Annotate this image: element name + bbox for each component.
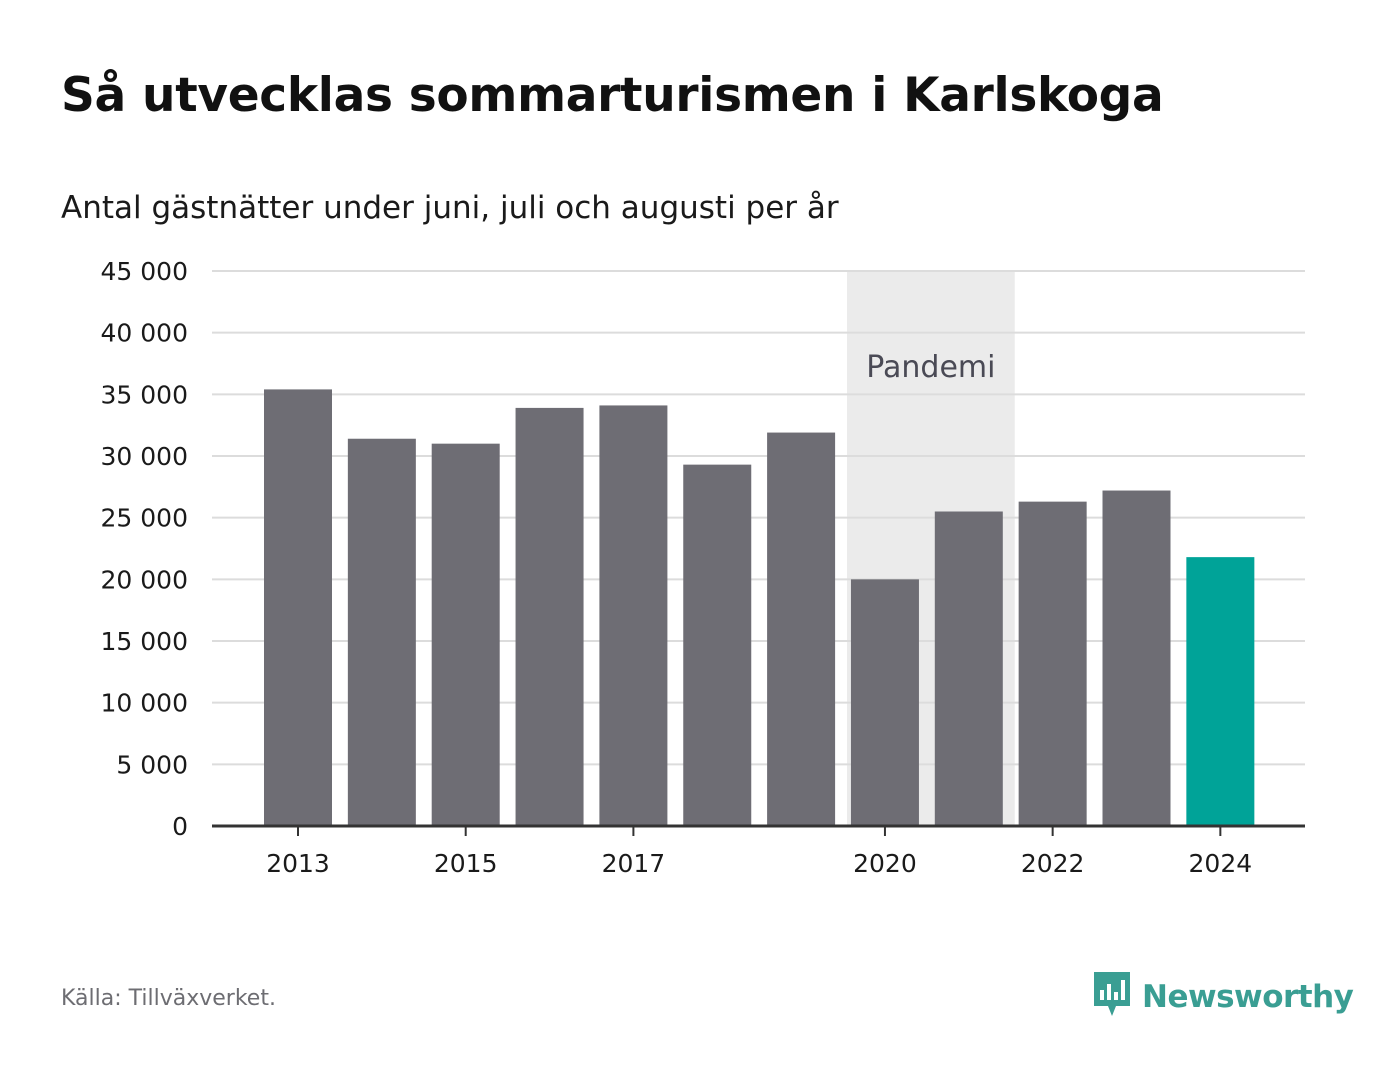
- newsworthy-logo-icon: [1092, 970, 1132, 1024]
- y-tick-label: 45 000: [101, 257, 188, 286]
- bar-2017: [599, 405, 668, 826]
- y-tick-label: 40 000: [101, 319, 188, 348]
- annotation-label: Pandemi: [866, 350, 995, 385]
- bar-2021: [934, 511, 1003, 826]
- chart-title: Så utvecklas sommarturismen i Karlskoga: [61, 68, 1164, 123]
- y-tick-label: 35 000: [101, 380, 188, 409]
- brand-name: Newsworthy: [1142, 979, 1354, 1015]
- x-tick-label: 2022: [1021, 849, 1085, 878]
- y-tick-label: 15 000: [101, 627, 188, 656]
- brand-logo[interactable]: Newsworthy: [1092, 970, 1354, 1024]
- source-note: Källa: Tillväxverket.: [61, 986, 276, 1011]
- axes: 0 5 000 10 000 15 000 20 000 25 000 30 000 35 0…: [101, 257, 1305, 878]
- bar-2015: [431, 443, 500, 826]
- y-tick-label: 10 000: [101, 689, 188, 718]
- x-tick-label: 2017: [602, 849, 666, 878]
- chart-subtitle: Antal gästnätter under juni, juli och au…: [61, 190, 839, 226]
- x-tick-label: 2020: [853, 849, 917, 878]
- y-tick-label: 20 000: [101, 565, 188, 594]
- x-tick-label: 2024: [1189, 849, 1253, 878]
- bar-2023: [1102, 490, 1171, 826]
- bar-2013: [264, 389, 332, 826]
- y-tick-label: 25 000: [101, 504, 188, 533]
- bar-2024: [1186, 557, 1255, 826]
- y-tick-label: 0: [172, 812, 188, 841]
- y-tick-label: 30 000: [101, 442, 188, 471]
- x-tick-label: 2015: [434, 849, 498, 878]
- y-tick-label: 5 000: [116, 750, 188, 779]
- bar-2016: [515, 407, 584, 826]
- bar-2014: [347, 438, 416, 826]
- bar-2022: [1018, 501, 1087, 826]
- bar-2018: [683, 464, 752, 826]
- x-tick-label: 2013: [266, 849, 330, 878]
- bar-2020: [850, 579, 919, 826]
- bars: [264, 389, 1255, 826]
- bar-2019: [767, 432, 836, 826]
